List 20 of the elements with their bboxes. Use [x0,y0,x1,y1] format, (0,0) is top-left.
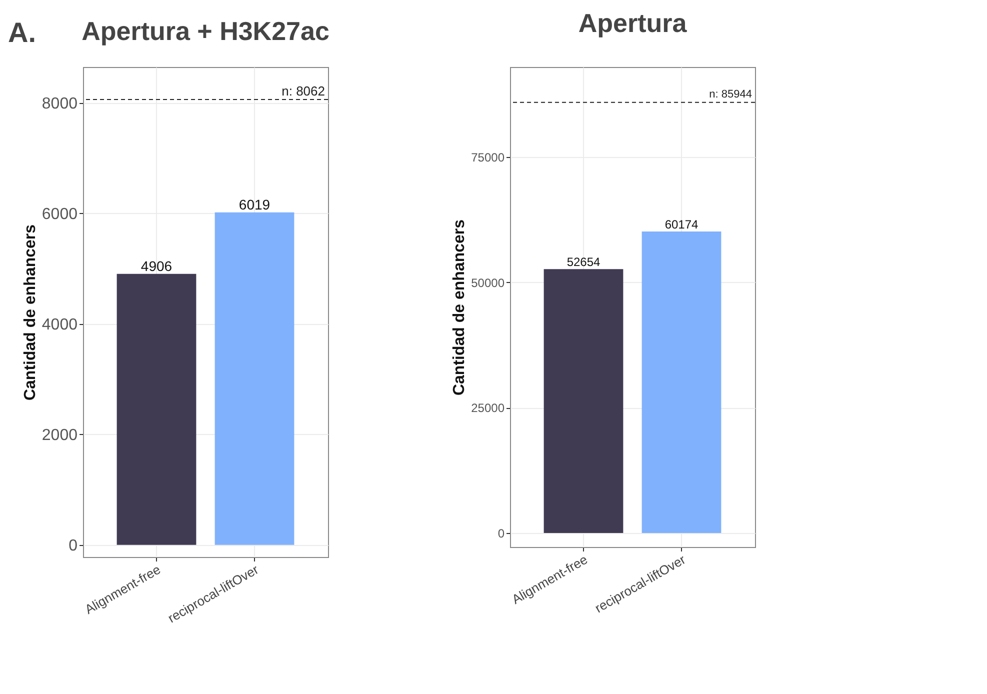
data-label: 6019 [238,196,270,212]
y-tick-label: 75000 [471,150,505,165]
y-axis-title: Cantidad de enhancers [451,219,468,396]
y-tick-label: 6000 [42,206,78,223]
y-axis-title: Cantidad de enhancers [22,224,39,401]
y-tick-label: 8000 [42,95,78,112]
y-tick-label: 50000 [471,276,505,290]
y-tick-label: 2000 [42,426,78,444]
data-label: 52654 [566,255,601,270]
text: A. [8,17,36,48]
ref-line-label: n: 8062 [282,83,325,98]
y-tick-label: 25000 [471,401,505,416]
data-label: 60174 [664,217,699,232]
y-tick-label: 0 [498,526,505,540]
data-label: 4906 [140,258,172,274]
y-tick-label: 0 [68,537,78,554]
chart-title: Apertura [578,8,688,38]
y-tick-label: 4000 [42,316,78,334]
ref-line-label: n: 85944 [709,88,752,100]
chart-title: Apertura + H3K27ac [82,16,330,46]
